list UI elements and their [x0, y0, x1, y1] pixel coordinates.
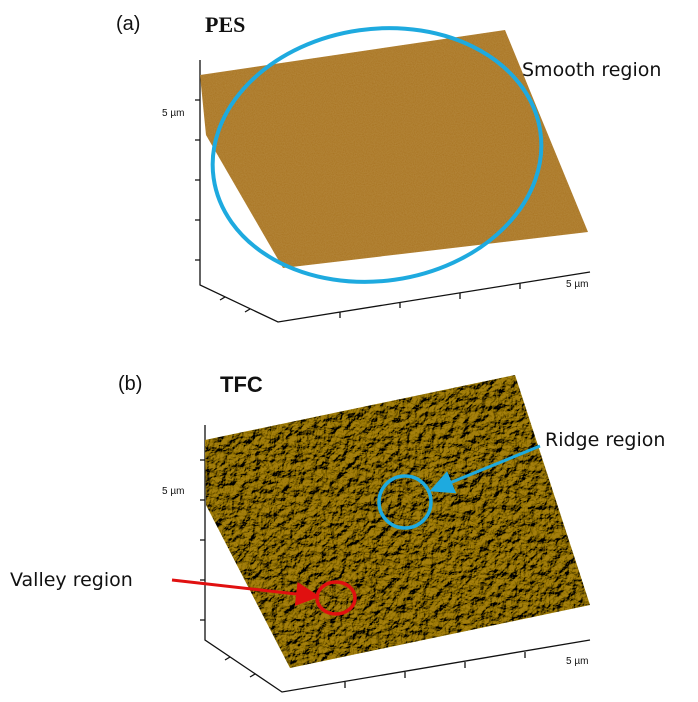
- figure: (a) PES 5 µm 5 µm Smooth region (b) TFC …: [0, 0, 698, 702]
- panel-a: (a) PES 5 µm 5 µm Smooth region: [116, 7, 661, 322]
- axis-label: 5 µm: [162, 486, 184, 497]
- annotation: Ridge region: [545, 429, 665, 451]
- panel-title: TFC: [220, 372, 263, 397]
- afm-surface: [205, 375, 590, 668]
- panel-label: (a): [116, 13, 140, 35]
- axis-label: 5 µm: [162, 108, 184, 119]
- panel-title: PES: [205, 12, 245, 37]
- panel-label: (b): [118, 373, 142, 395]
- axis-label: 5 µm: [566, 656, 588, 667]
- annotation: Valley region: [10, 569, 133, 591]
- annotation: Smooth region: [522, 59, 661, 81]
- axis-label: 5 µm: [566, 279, 588, 290]
- panel-b: (b) TFC 5 µm 5 µm Ridge region Valley re…: [10, 372, 665, 692]
